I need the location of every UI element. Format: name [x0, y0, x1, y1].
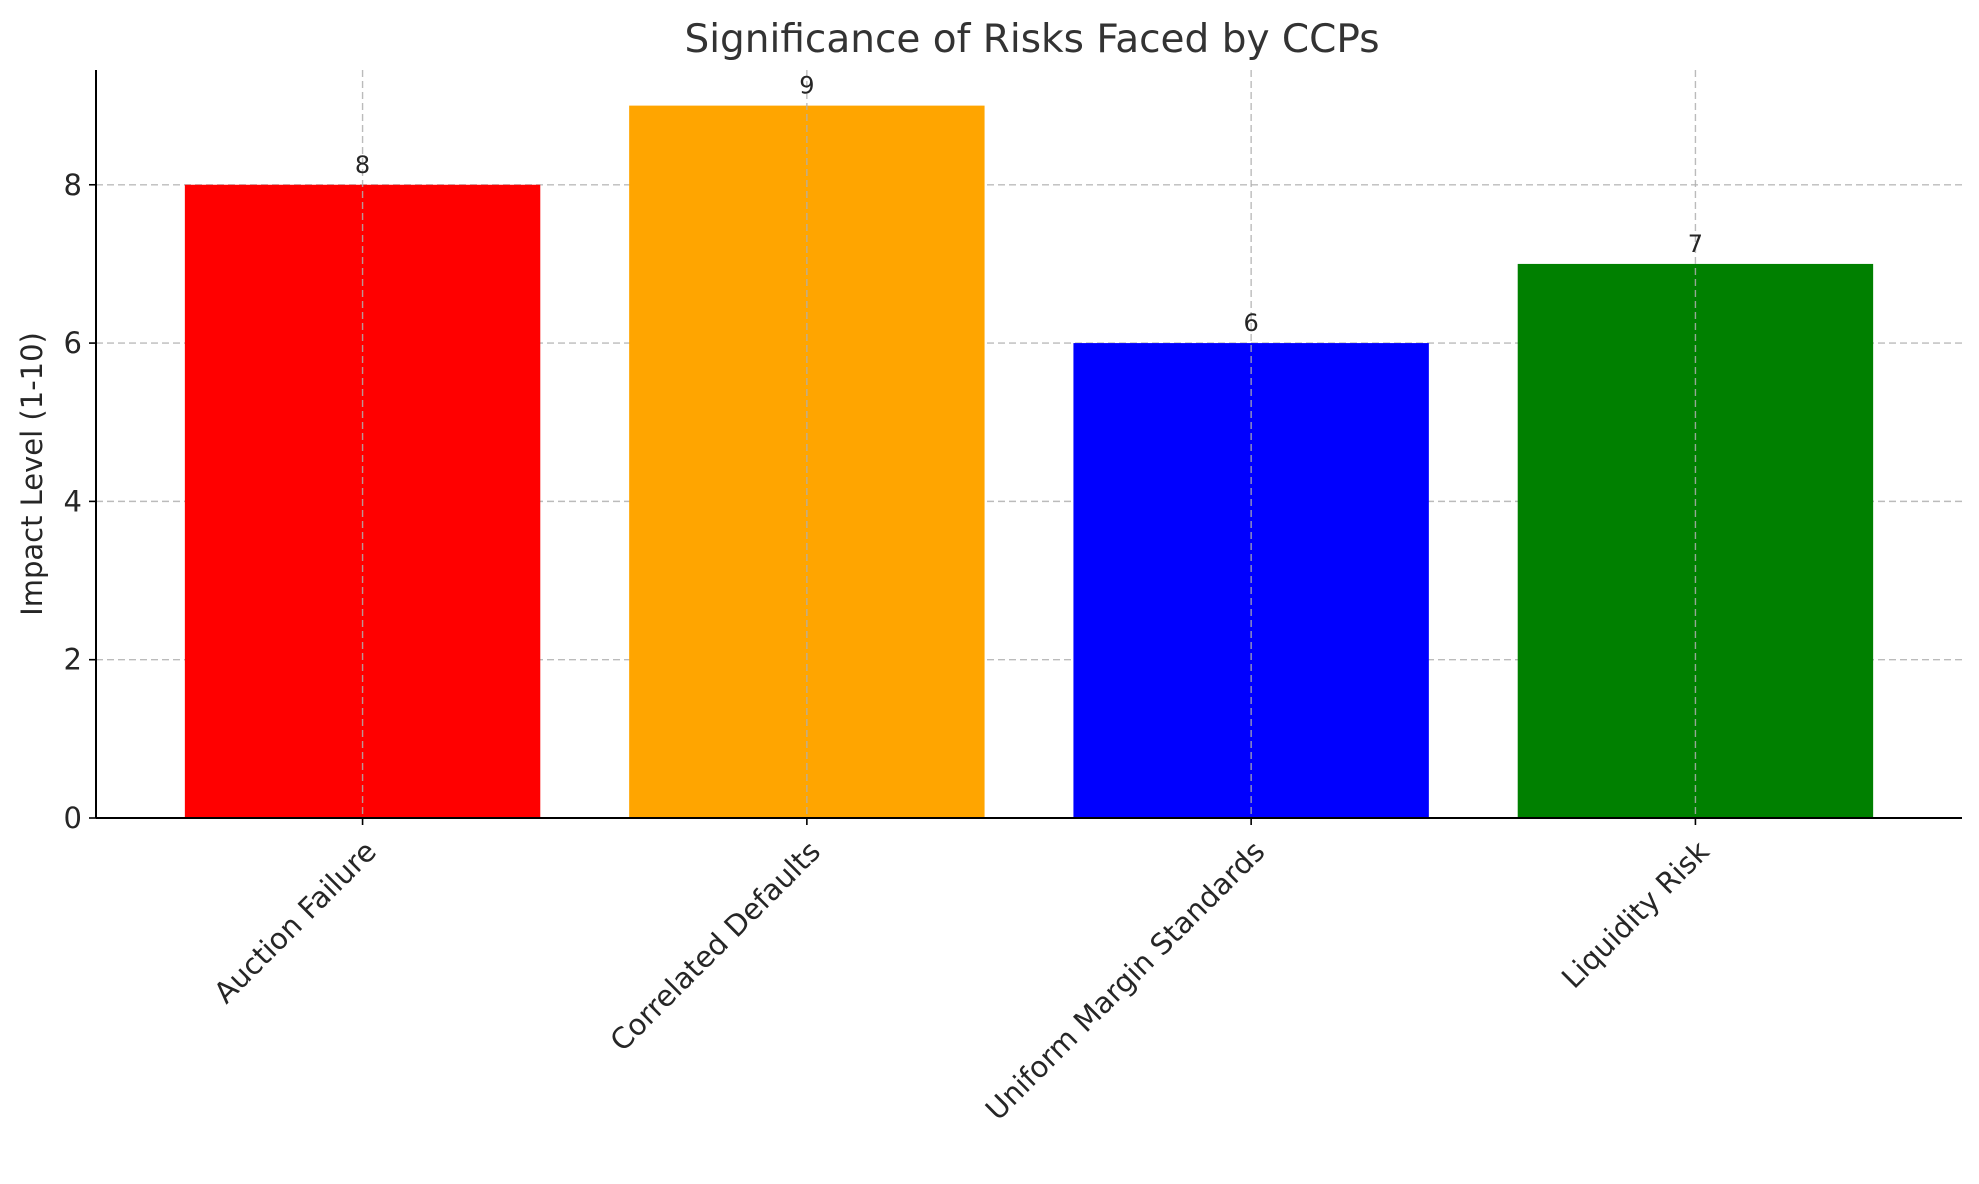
x-category-label: Uniform Margin Standards [979, 834, 1272, 1127]
chart-title: Significance of Risks Faced by CCPs [684, 17, 1379, 62]
y-axis-label: Impact Level (1-10) [15, 332, 49, 616]
y-tick-label: 8 [64, 168, 82, 202]
x-category-label: Liquidity Risk [1555, 834, 1716, 995]
bars-layer [184, 105, 1874, 819]
x-category-label: Auction Failure [207, 834, 383, 1010]
bar-value-label: 8 [355, 151, 370, 179]
vertical-grid-layer [361, 70, 1697, 818]
y-tick-label: 2 [64, 643, 82, 677]
y-tick-label: 6 [64, 326, 82, 360]
y-tick-label: 4 [64, 484, 82, 518]
axes-layer [89, 70, 1962, 825]
x-category-label: Correlated Defaults [603, 834, 827, 1058]
bar-value-label: 6 [1244, 309, 1259, 337]
y-tick-label: 0 [64, 801, 82, 835]
bar-value-label: 9 [799, 72, 814, 100]
bar-value-label: 7 [1688, 230, 1703, 258]
